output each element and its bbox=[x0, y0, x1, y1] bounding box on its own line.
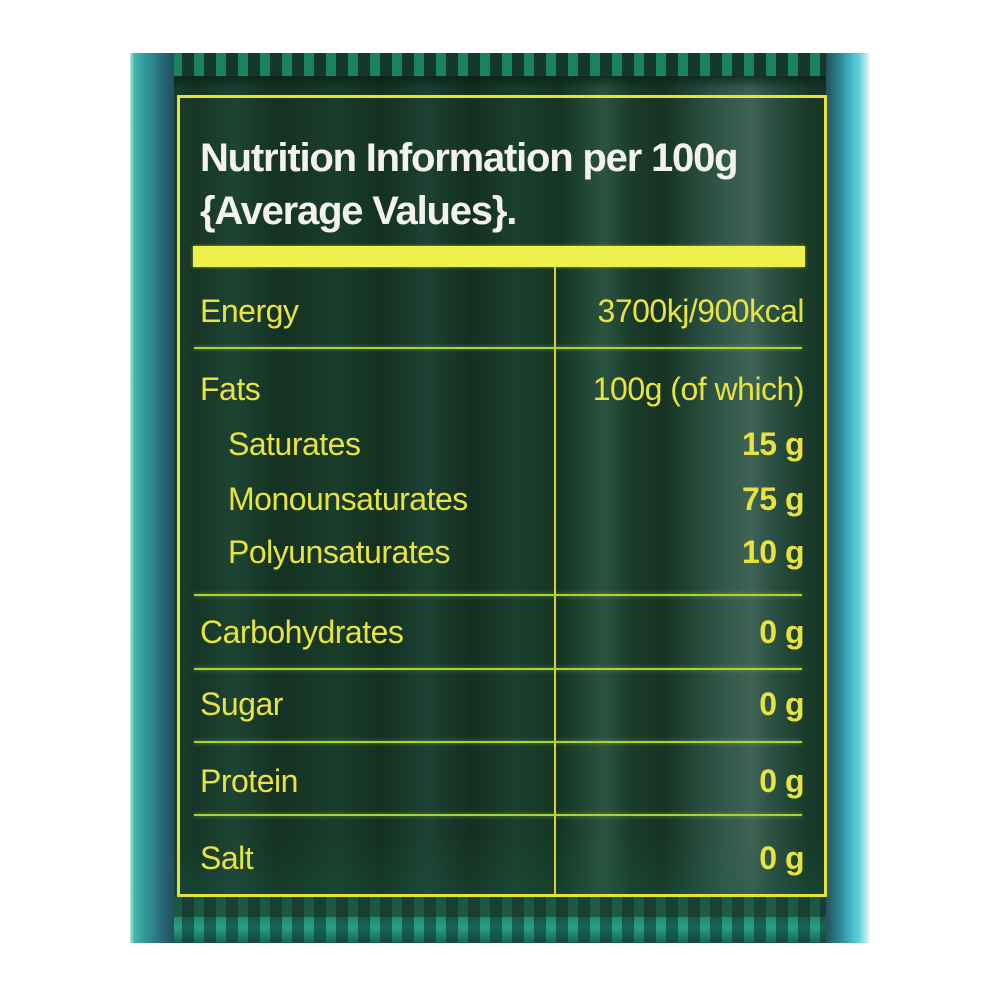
bottle-edge-right bbox=[826, 53, 870, 943]
row-sugar: Sugar 0 g bbox=[180, 682, 824, 726]
bottom-stripe-band-dark bbox=[172, 897, 828, 917]
row-monounsaturates: Monounsaturates 75 g bbox=[180, 477, 824, 521]
row-fats: Fats 100g (of which) bbox=[180, 367, 824, 411]
row-separator bbox=[194, 668, 802, 670]
row-value: 0 g bbox=[759, 685, 804, 722]
row-protein: Protein 0 g bbox=[180, 759, 824, 803]
title-underline-bar bbox=[193, 246, 805, 267]
row-value: 75 g bbox=[741, 480, 805, 517]
bottle-label-photo: Nutrition Information per 100g {Average … bbox=[130, 53, 870, 943]
row-energy: Energy 3700kj/900kcal bbox=[180, 289, 824, 333]
column-divider bbox=[554, 267, 556, 894]
bottom-stripe-band-bright bbox=[172, 917, 828, 943]
row-value: 0 g bbox=[759, 762, 804, 799]
row-carbohydrates: Carbohydrates 0 g bbox=[180, 610, 824, 654]
table-title-line1: Nutrition Information per 100g bbox=[200, 136, 739, 180]
row-salt: Salt 0 g bbox=[180, 836, 824, 880]
row-value: 15 g bbox=[741, 425, 805, 462]
row-value: 0 g bbox=[759, 839, 804, 876]
row-label: Energy bbox=[200, 292, 299, 329]
table-title-line2: {Average Values}. bbox=[200, 189, 517, 233]
table-title: Nutrition Information per 100g {Average … bbox=[200, 132, 812, 238]
row-value: 3700kj/900kcal bbox=[597, 292, 805, 329]
row-separator bbox=[194, 741, 802, 743]
bottle-edge-left bbox=[130, 53, 174, 943]
row-separator bbox=[194, 594, 802, 596]
row-value: 10 g bbox=[741, 533, 805, 570]
row-label: Monounsaturates bbox=[228, 480, 468, 517]
row-polyunsaturates: Polyunsaturates 10 g bbox=[180, 530, 824, 574]
row-label: Carbohydrates bbox=[200, 613, 404, 650]
row-label: Saturates bbox=[228, 425, 361, 462]
row-label: Protein bbox=[200, 762, 298, 799]
top-stripe-band bbox=[172, 53, 828, 88]
row-label: Polyunsaturates bbox=[228, 533, 450, 570]
row-saturates: Saturates 15 g bbox=[180, 422, 824, 466]
row-label: Fats bbox=[200, 370, 261, 407]
row-separator bbox=[194, 347, 802, 349]
row-value: 0 g bbox=[759, 613, 804, 650]
row-label: Salt bbox=[200, 839, 254, 876]
nutrition-table: Nutrition Information per 100g {Average … bbox=[177, 95, 827, 897]
row-label: Sugar bbox=[200, 685, 283, 722]
row-separator bbox=[194, 814, 802, 816]
row-value: 100g (of which) bbox=[592, 370, 805, 407]
